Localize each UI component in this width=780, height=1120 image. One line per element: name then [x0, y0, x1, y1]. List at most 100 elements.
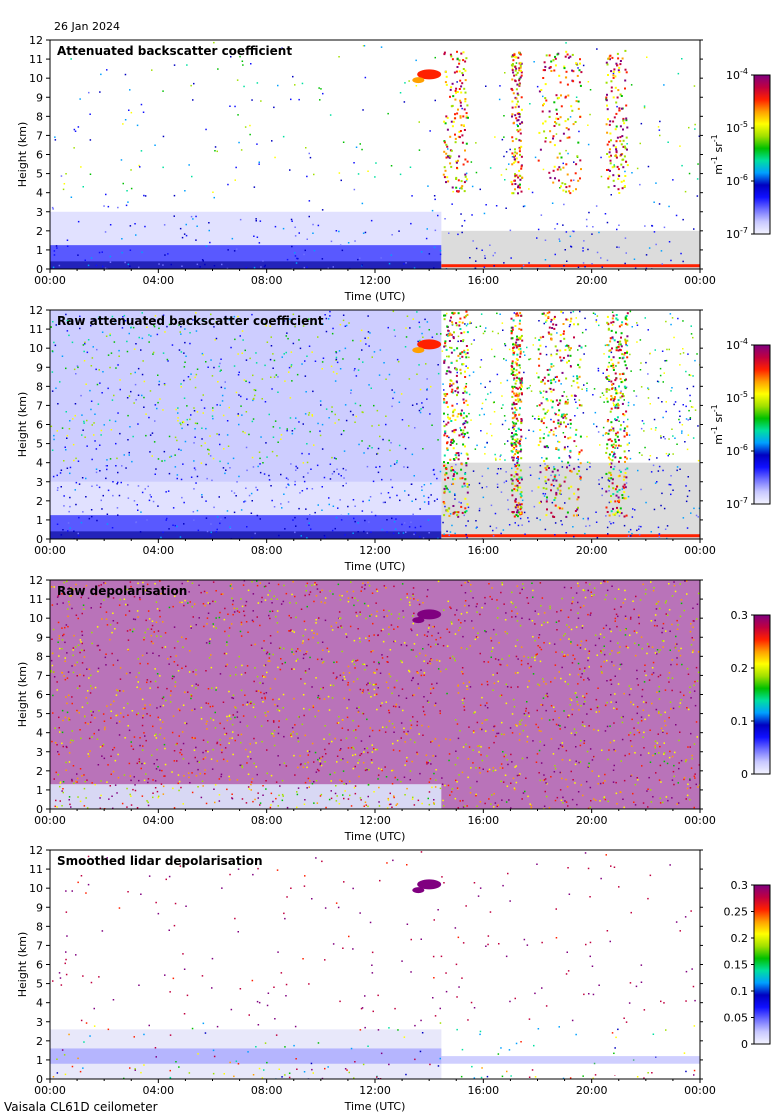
column-pixel: [607, 374, 610, 377]
speckle: [240, 598, 242, 600]
speckle: [76, 687, 79, 689]
column-pixel: [520, 494, 523, 497]
speckle: [618, 246, 620, 249]
speckle: [173, 215, 175, 217]
speckle: [420, 408, 422, 410]
speckle: [673, 336, 675, 339]
speckle: [345, 737, 348, 740]
speckle: [659, 134, 661, 137]
speckle: [390, 165, 393, 167]
speckle: [599, 396, 602, 398]
column-pixel: [556, 156, 559, 159]
speckle: [116, 722, 118, 724]
column-pixel: [624, 379, 626, 382]
speckle: [306, 518, 309, 520]
speckle: [577, 601, 579, 604]
speckle: [243, 85, 245, 88]
column-pixel: [521, 176, 524, 179]
speckle: [656, 380, 659, 383]
speckle: [456, 403, 458, 405]
speckle: [181, 582, 183, 585]
speckle: [253, 397, 255, 400]
column-pixel: [515, 157, 518, 160]
column-pixel: [554, 345, 557, 348]
column-pixel: [519, 503, 522, 506]
speckle: [559, 240, 561, 242]
speckle: [506, 379, 509, 382]
speckle: [464, 600, 467, 602]
speckle: [335, 230, 338, 232]
speckle: [680, 602, 683, 605]
speckle: [119, 432, 121, 435]
speckle: [434, 99, 436, 102]
column-pixel: [624, 472, 627, 474]
column-pixel: [463, 349, 466, 352]
speckle: [68, 752, 71, 754]
speckle: [431, 209, 434, 212]
speckle: [251, 99, 253, 101]
speckle: [138, 266, 140, 269]
column-pixel: [605, 99, 608, 102]
column-pixel: [562, 323, 565, 325]
speckle: [224, 381, 226, 383]
column-pixel: [514, 174, 517, 177]
speckle: [342, 485, 344, 487]
speckle: [254, 389, 257, 392]
column-pixel: [512, 319, 515, 322]
speckle: [479, 801, 482, 803]
column-pixel: [622, 166, 625, 169]
column-pixel: [511, 140, 514, 143]
column-pixel: [446, 334, 449, 337]
speckle: [85, 477, 87, 480]
speckle: [385, 378, 387, 380]
speckle: [628, 450, 630, 452]
column-pixel: [556, 349, 559, 352]
speckle: [81, 594, 83, 596]
speckle: [266, 651, 269, 653]
speckle: [354, 765, 356, 768]
speckle: [691, 637, 693, 639]
speckle: [303, 253, 305, 256]
column-pixel: [517, 427, 520, 430]
speckle: [581, 724, 584, 726]
column-pixel: [547, 478, 550, 481]
column-pixel: [559, 340, 562, 343]
speckle: [150, 628, 153, 630]
speckle: [115, 442, 117, 445]
speckle: [631, 172, 633, 174]
speckle: [292, 581, 294, 583]
speckle: [209, 241, 211, 244]
speckle: [618, 469, 621, 472]
speckle: [579, 647, 582, 649]
speckle: [475, 520, 477, 522]
speckle: [127, 414, 129, 417]
speckle: [673, 403, 675, 406]
speckle: [564, 726, 566, 729]
speckle: [266, 671, 268, 674]
speckle: [255, 220, 257, 222]
column-pixel: [460, 409, 463, 412]
column-pixel: [447, 507, 450, 510]
speckle: [608, 380, 610, 382]
column-pixel: [456, 472, 459, 475]
speckle: [684, 441, 686, 443]
speckle: [236, 779, 239, 781]
speckle: [497, 680, 499, 683]
column-pixel: [448, 340, 451, 342]
speckle: [493, 806, 495, 808]
colorbar-tick-label: 10-6​: [726, 443, 748, 458]
column-pixel: [452, 120, 455, 123]
speckle: [226, 420, 229, 422]
column-pixel: [447, 476, 450, 479]
column-pixel: [555, 399, 558, 402]
speckle: [260, 100, 262, 102]
speckle: [89, 139, 92, 141]
column-pixel: [560, 156, 563, 159]
speckle: [347, 747, 350, 749]
speckle: [272, 426, 275, 428]
high-cloud: [412, 69, 442, 84]
speckle: [648, 679, 651, 681]
column-pixel: [445, 509, 448, 512]
speckle: [239, 55, 241, 58]
column-pixel: [465, 464, 468, 467]
